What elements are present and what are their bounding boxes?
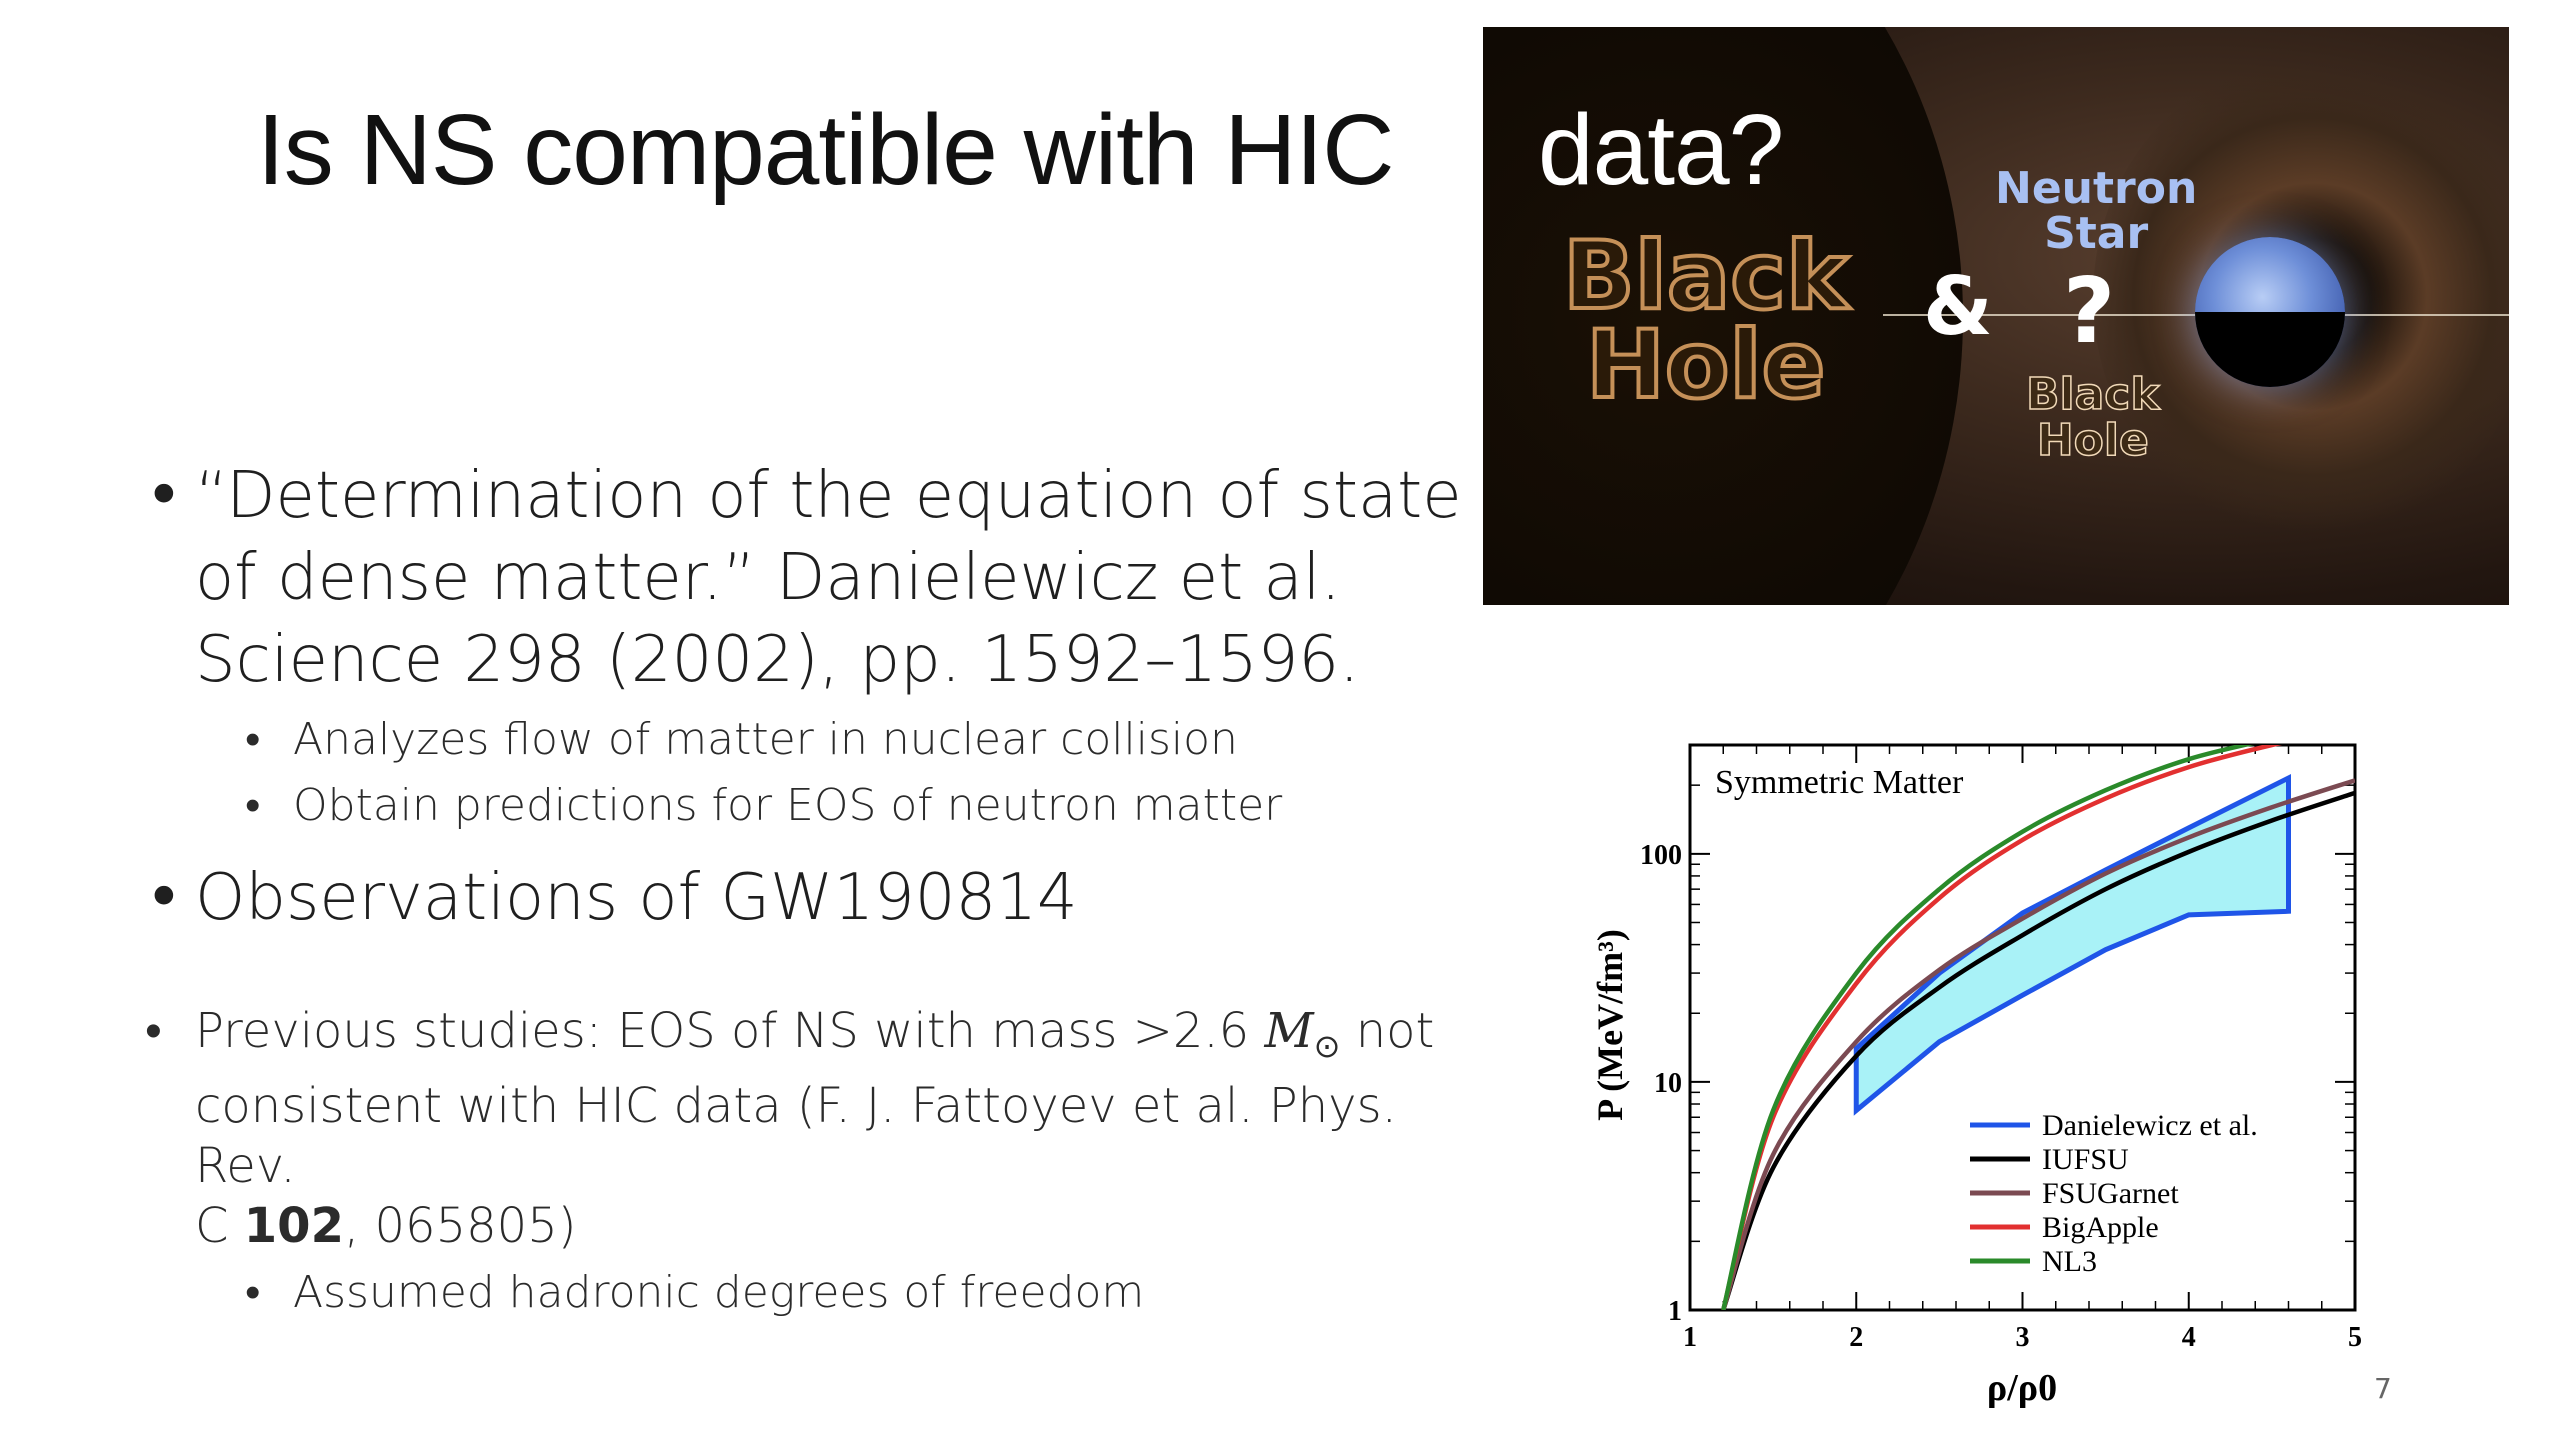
eos-pressure-chart: Symmetric Matter P (MeV/fm³) ρ/ρ0 1 2 3 4 51…: [1590, 743, 2362, 1409]
tick-labels: 1 2 3 4 5 1 10 100: [1640, 840, 2362, 1353]
sub-bullet-flow: Analyzes flow of matter in nuclear colli…: [145, 707, 1505, 773]
black-hole-small-line2: Hole: [2036, 415, 2149, 467]
series-line-iufsu: [1721, 790, 2355, 1310]
danielewicz-band-area: [1853, 773, 2291, 1116]
y-tick-label: 1: [1668, 1296, 1682, 1327]
y-tick-label: 100: [1640, 840, 1682, 871]
legend-label: FSUGarnet: [2042, 1177, 2179, 1210]
neutron-star-label: Neutron Star: [1995, 163, 2198, 259]
bullet-previous-line1: Previous studies: EOS of NS with mass >2…: [195, 1001, 1505, 1076]
sub-bullet-eos: Obtain predictions for EOS of neutron ma…: [145, 773, 1505, 839]
black-hole-small-label: Black Hole: [2025, 369, 2160, 467]
bullet-danielewicz-line2: of dense matter.” Danielewicz et al.: [195, 541, 1341, 615]
black-hole-neutron-star-image: data? Black Hole & ? Neutron Star Black …: [1483, 27, 2509, 605]
sub-bullet-hadronic: Assumed hadronic degrees of freedom: [145, 1260, 1505, 1326]
chart-legend: Danielewicz et al.IUFSUFSUGarnetBigApple…: [1970, 1109, 2258, 1278]
black-hole-small-line1: Black: [2025, 369, 2160, 420]
danielewicz-band: [1853, 773, 2291, 1116]
previous-line3-post: , 065805): [343, 1198, 577, 1254]
legend-label: IUFSU: [2042, 1143, 2129, 1176]
solar-mass-symbol: M: [1264, 1003, 1314, 1059]
series-line-bigapple: [1721, 745, 2283, 1310]
chart-title: Symmetric Matter: [1715, 764, 1964, 801]
page-number: 7: [2374, 1372, 2392, 1405]
black-hole-graphic: [1483, 27, 1963, 605]
question-mark-label: ?: [2063, 259, 2116, 364]
bullet-danielewicz: “Determination of the equation of state …: [145, 455, 1505, 701]
x-tick-label: 2: [1849, 1322, 1863, 1353]
x-tick-label: 4: [2182, 1322, 2196, 1353]
neutron-label-line1: Neutron: [1995, 163, 2198, 214]
bullet-list: “Determination of the equation of state …: [145, 455, 1505, 1326]
axis-ticks: [1689, 744, 2356, 1311]
bullet-previous-studies: Previous studies: EOS of NS with mass >2…: [145, 1001, 1505, 1256]
legend-label: NL3: [2042, 1245, 2097, 1278]
y-axis-label: P (MeV/fm³): [1590, 929, 1630, 1121]
slide-title-text: Is NS compatible with HIC: [257, 94, 1394, 206]
previous-line3-pre: C: [195, 1198, 244, 1254]
black-hole-big-line1: Black: [1561, 222, 1851, 331]
series-line-nl3: [1721, 745, 2255, 1310]
x-tick-label: 1: [1683, 1322, 1697, 1353]
x-axis-label: ρ/ρ0: [1987, 1367, 2057, 1409]
bullet-danielewicz-line3: Science 298 (2002), pp. 1592–1596.: [195, 623, 1360, 697]
legend-label: BigApple: [2042, 1211, 2159, 1244]
previous-line1-end: not: [1340, 1003, 1435, 1059]
volume-number: 102: [243, 1198, 344, 1254]
sun-symbol: ⊙: [1313, 1027, 1341, 1065]
bullet-danielewicz-line1: “Determination of the equation of state: [195, 459, 1462, 533]
bullet-previous-line2: consistent with HIC data (F. J. Fattoyev…: [195, 1078, 1397, 1194]
previous-line1-text: Previous studies: EOS of NS with mass >2…: [195, 1003, 1265, 1059]
neutron-star-graphic: [2195, 237, 2345, 387]
black-hole-big-label: Black Hole: [1561, 222, 1851, 421]
series-lines: [1721, 745, 2355, 1310]
series-line-fsugarnet: [1721, 778, 2355, 1310]
black-hole-big-line2: Hole: [1584, 311, 1827, 421]
neutron-label-line2: Star: [2044, 207, 2149, 259]
slide-title-on-image: data?: [1538, 94, 1784, 206]
y-tick-label: 10: [1654, 1068, 1682, 1099]
bullet-previous-line3: C 102, 065805): [195, 1196, 1505, 1256]
legend-label: Danielewicz et al.: [2042, 1109, 2258, 1142]
bullet-gw190814: Observations of GW190814: [145, 857, 1505, 939]
x-tick-label: 3: [2016, 1322, 2030, 1353]
slide-title: Is NS compatible with HIC: [257, 100, 1394, 200]
ampersand-label: &: [1923, 260, 1993, 353]
x-tick-label: 5: [2348, 1322, 2362, 1353]
